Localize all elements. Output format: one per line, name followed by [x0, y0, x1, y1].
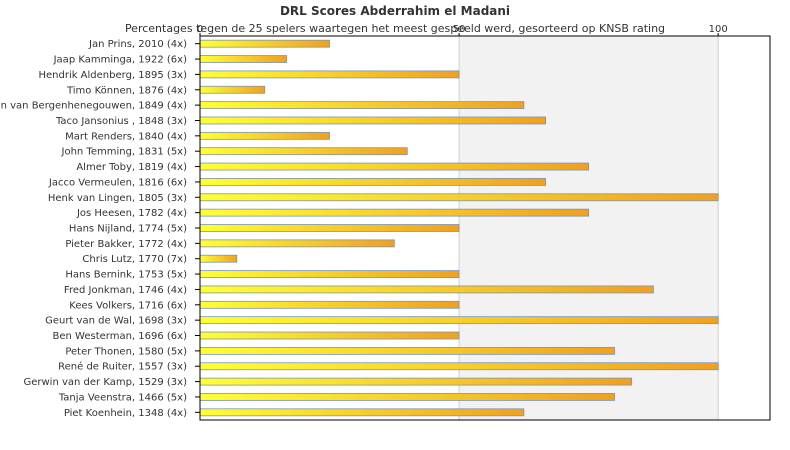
category-label: Kees Volkers, 1716 (6x) [69, 300, 187, 311]
category-label: Almer Toby, 1819 (4x) [76, 162, 187, 173]
bar [199, 162, 590, 171]
category-label: Hendrik Aldenberg, 1895 (3x) [38, 70, 187, 81]
bar [199, 316, 719, 325]
x-tick-label: 0 [197, 24, 203, 35]
bar [199, 224, 460, 232]
plot-band [459, 36, 719, 420]
category-label: René de Ruiter, 1557 (3x) [58, 361, 187, 373]
bar [199, 346, 615, 355]
chart-subtitle: Percentages tegen de 25 spelers waartege… [124, 22, 666, 35]
bar [199, 331, 460, 340]
plot-band [718, 36, 770, 420]
bar [199, 408, 525, 417]
category-label: Geurt van de Wal, 1698 (3x) [45, 316, 187, 327]
category-label: Mart Renders, 1840 (4x) [65, 131, 187, 142]
bar [199, 254, 238, 263]
bar [199, 55, 287, 63]
x-axis-ticks: 0 50 100 [197, 24, 728, 36]
category-label: Jaap Kamminga, 1922 (6x) [53, 55, 187, 66]
bar [199, 85, 266, 94]
bar [199, 193, 719, 202]
bar [199, 131, 330, 140]
category-label: Timo Können, 1876 (4x) [66, 85, 187, 96]
bar [199, 178, 547, 186]
category-label: Jan Prins, 2010 (4x) [88, 39, 187, 50]
category-label: Hans Bernink, 1753 (5x) [65, 270, 187, 281]
category-label: John Temming, 1831 (5x) [61, 147, 188, 158]
x-tick-label: 100 [709, 24, 728, 35]
plot-background [200, 36, 770, 420]
bar [199, 239, 395, 248]
bar [199, 377, 633, 386]
category-label: Piet Koenhein, 1348 (4x) [64, 408, 187, 419]
category-label: Jos Heesen, 1782 (4x) [76, 208, 187, 219]
bar [199, 208, 590, 217]
category-label: Taco Jansonius , 1848 (3x) [55, 116, 187, 127]
bar [199, 147, 408, 156]
bar [199, 362, 719, 371]
category-label: Jan van Bergenhenegouwen, 1849 (4x) [0, 101, 187, 112]
bars [199, 39, 719, 417]
bar [199, 116, 547, 125]
category-label: Peter Thonen, 1580 (5x) [65, 346, 187, 357]
category-label: Fred Jonkman, 1746 (4x) [64, 285, 187, 296]
bar [199, 70, 460, 79]
bar [199, 285, 654, 294]
chart-title: DRL Scores Abderrahim el Madani [279, 4, 511, 18]
category-label: Chris Lutz, 1770 (7x) [82, 254, 187, 265]
category-label: Ben Westerman, 1696 (6x) [53, 331, 188, 342]
category-label: Pieter Bakker, 1772 (4x) [65, 239, 187, 250]
category-label: Jacco Vermeulen, 1816 (6x) [48, 177, 187, 188]
category-label: Gerwin van der Kamp, 1529 (3x) [23, 377, 187, 388]
bar [199, 300, 460, 309]
bar [199, 393, 615, 401]
category-label: Hans Nijland, 1774 (5x) [69, 224, 187, 235]
bar [199, 101, 525, 110]
x-tick-label: 50 [453, 24, 466, 35]
category-label: Tanja Veenstra, 1466 (5x) [58, 392, 187, 403]
bar [199, 39, 330, 48]
y-axis-labels: Jan Prins, 2010 (4x) Jaap Kamminga, 1922 … [0, 39, 200, 419]
bar [199, 270, 460, 278]
category-label: Henk van Lingen, 1805 (3x) [48, 193, 187, 204]
